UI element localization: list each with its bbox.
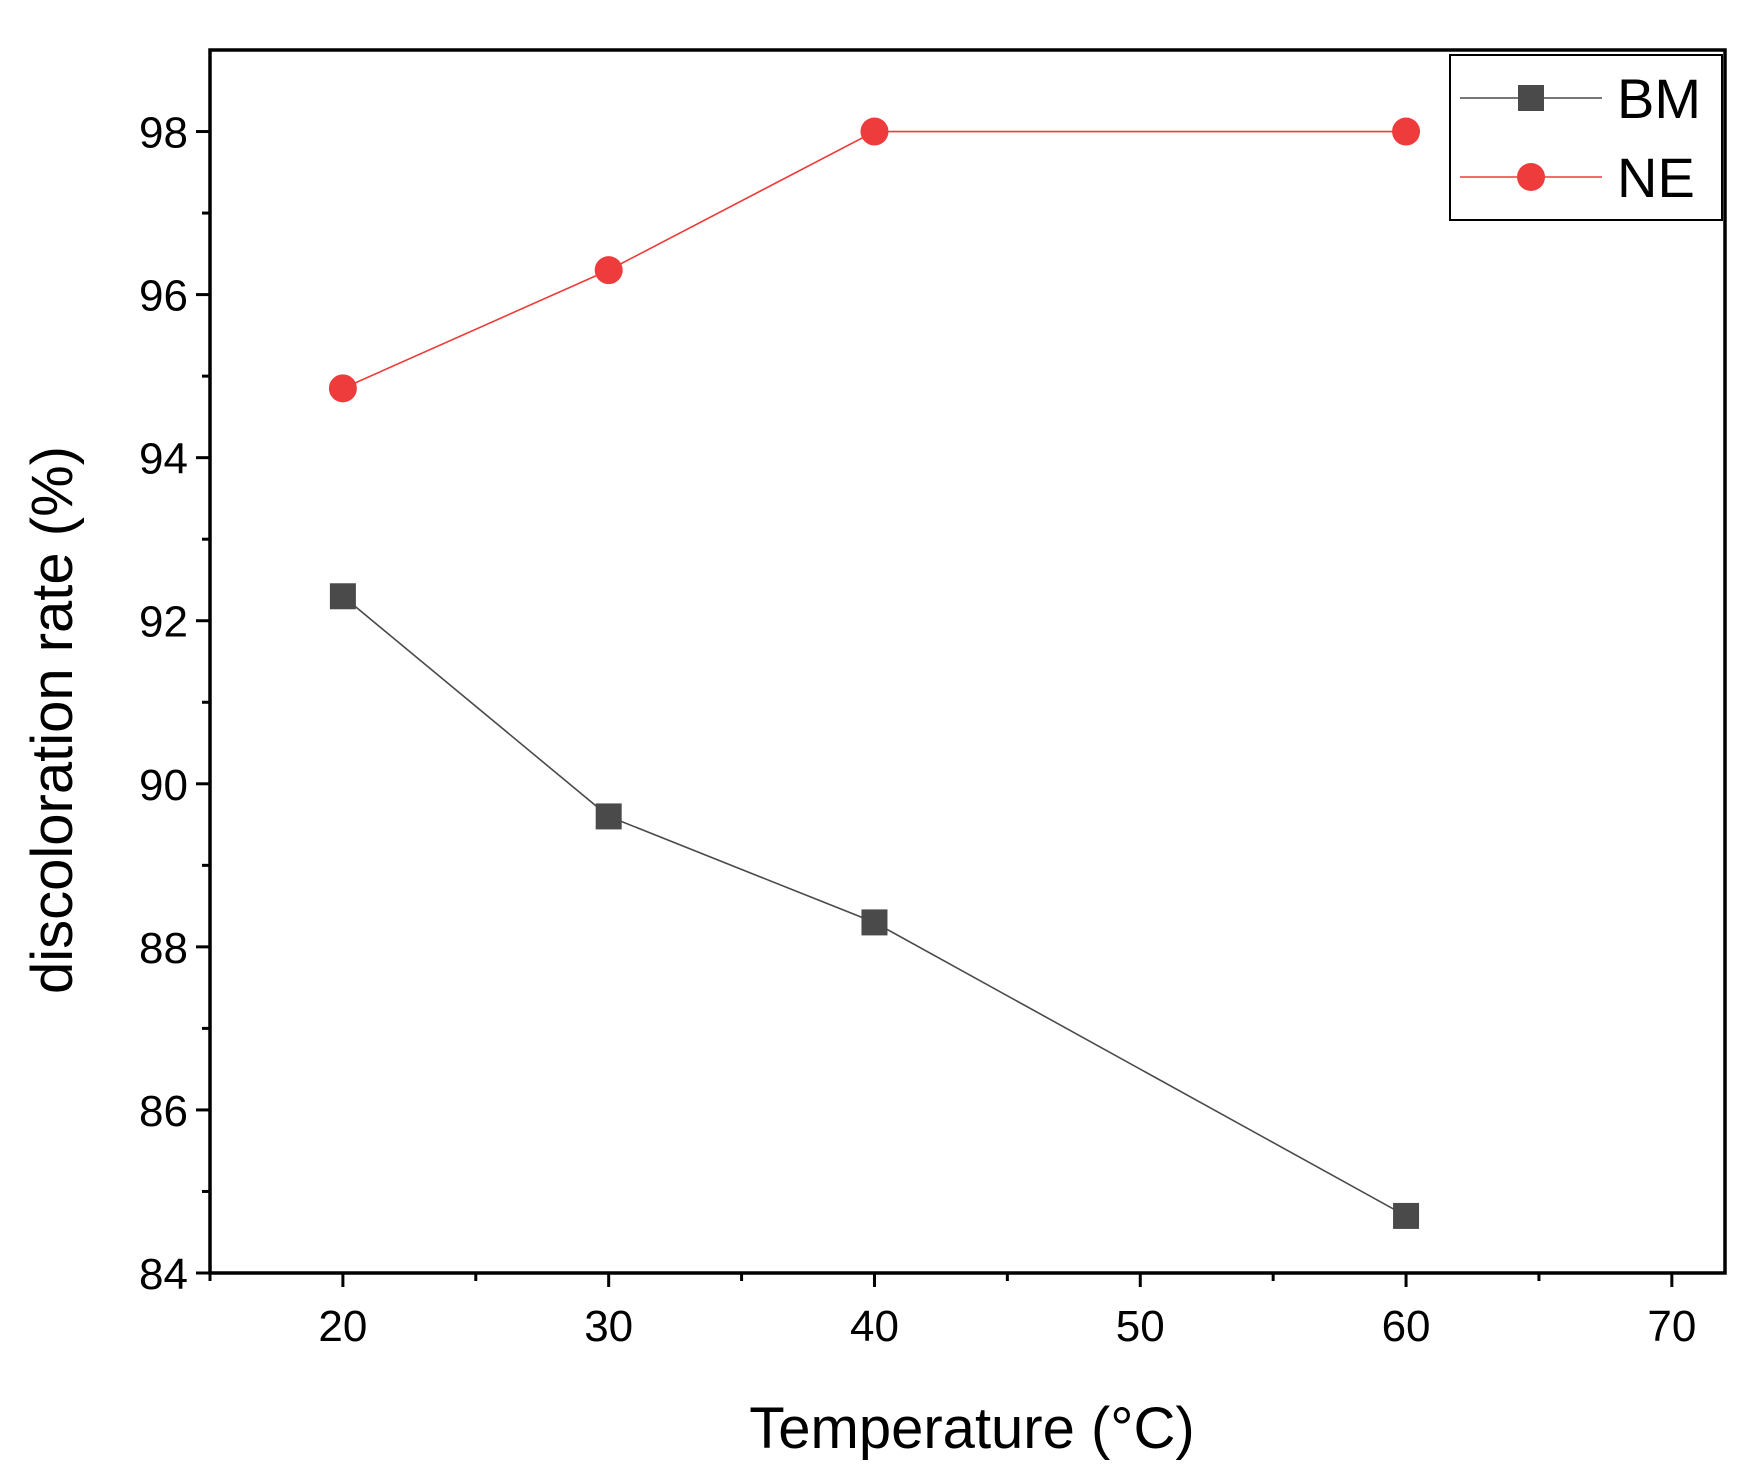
x-tick-label: 50	[1116, 1302, 1165, 1351]
x-tick-label: 60	[1382, 1302, 1431, 1351]
data-point-ne	[1392, 117, 1421, 146]
y-axis-title: discoloration rate (%)	[20, 446, 85, 994]
y-tick-label: 86	[139, 1087, 188, 1136]
legend-marker-bm	[1518, 85, 1544, 111]
x-tick-label: 20	[318, 1302, 367, 1351]
data-point-bm	[861, 909, 888, 936]
y-tick-label: 94	[139, 435, 188, 484]
series-line-ne	[342, 130, 1407, 390]
data-point-bm	[329, 583, 356, 610]
y-tick-label: 96	[139, 272, 188, 321]
legend-label-bm: BM	[1617, 67, 1701, 130]
y-tick-label: 98	[139, 109, 188, 158]
series-line-bm	[342, 595, 1407, 1217]
y-tick-label: 88	[139, 924, 188, 973]
y-tick-label: 84	[139, 1250, 188, 1299]
data-point-ne	[594, 256, 623, 285]
data-point-ne	[328, 374, 357, 403]
data-point-bm	[1393, 1202, 1420, 1229]
x-axis-title: Temperature (°C)	[749, 1396, 1194, 1461]
axes: 20 30 40 50 60 70 84 86 88 90 92 94 96 98	[139, 48, 1727, 1351]
legend-box	[1449, 54, 1723, 221]
x-tick-label: 70	[1647, 1302, 1696, 1351]
legend-label-ne: NE	[1617, 146, 1695, 209]
data-point-ne	[860, 117, 889, 146]
plot-frame	[208, 48, 1727, 1275]
data-point-bm	[595, 803, 622, 830]
legend-marker-ne	[1517, 163, 1545, 191]
y-tick-label: 90	[139, 761, 188, 810]
y-tick-label: 92	[139, 598, 188, 647]
series-group	[328, 117, 1421, 1229]
x-tick-label: 30	[584, 1302, 633, 1351]
legend: BM NE	[1449, 54, 1723, 221]
x-tick-label: 40	[850, 1302, 899, 1351]
